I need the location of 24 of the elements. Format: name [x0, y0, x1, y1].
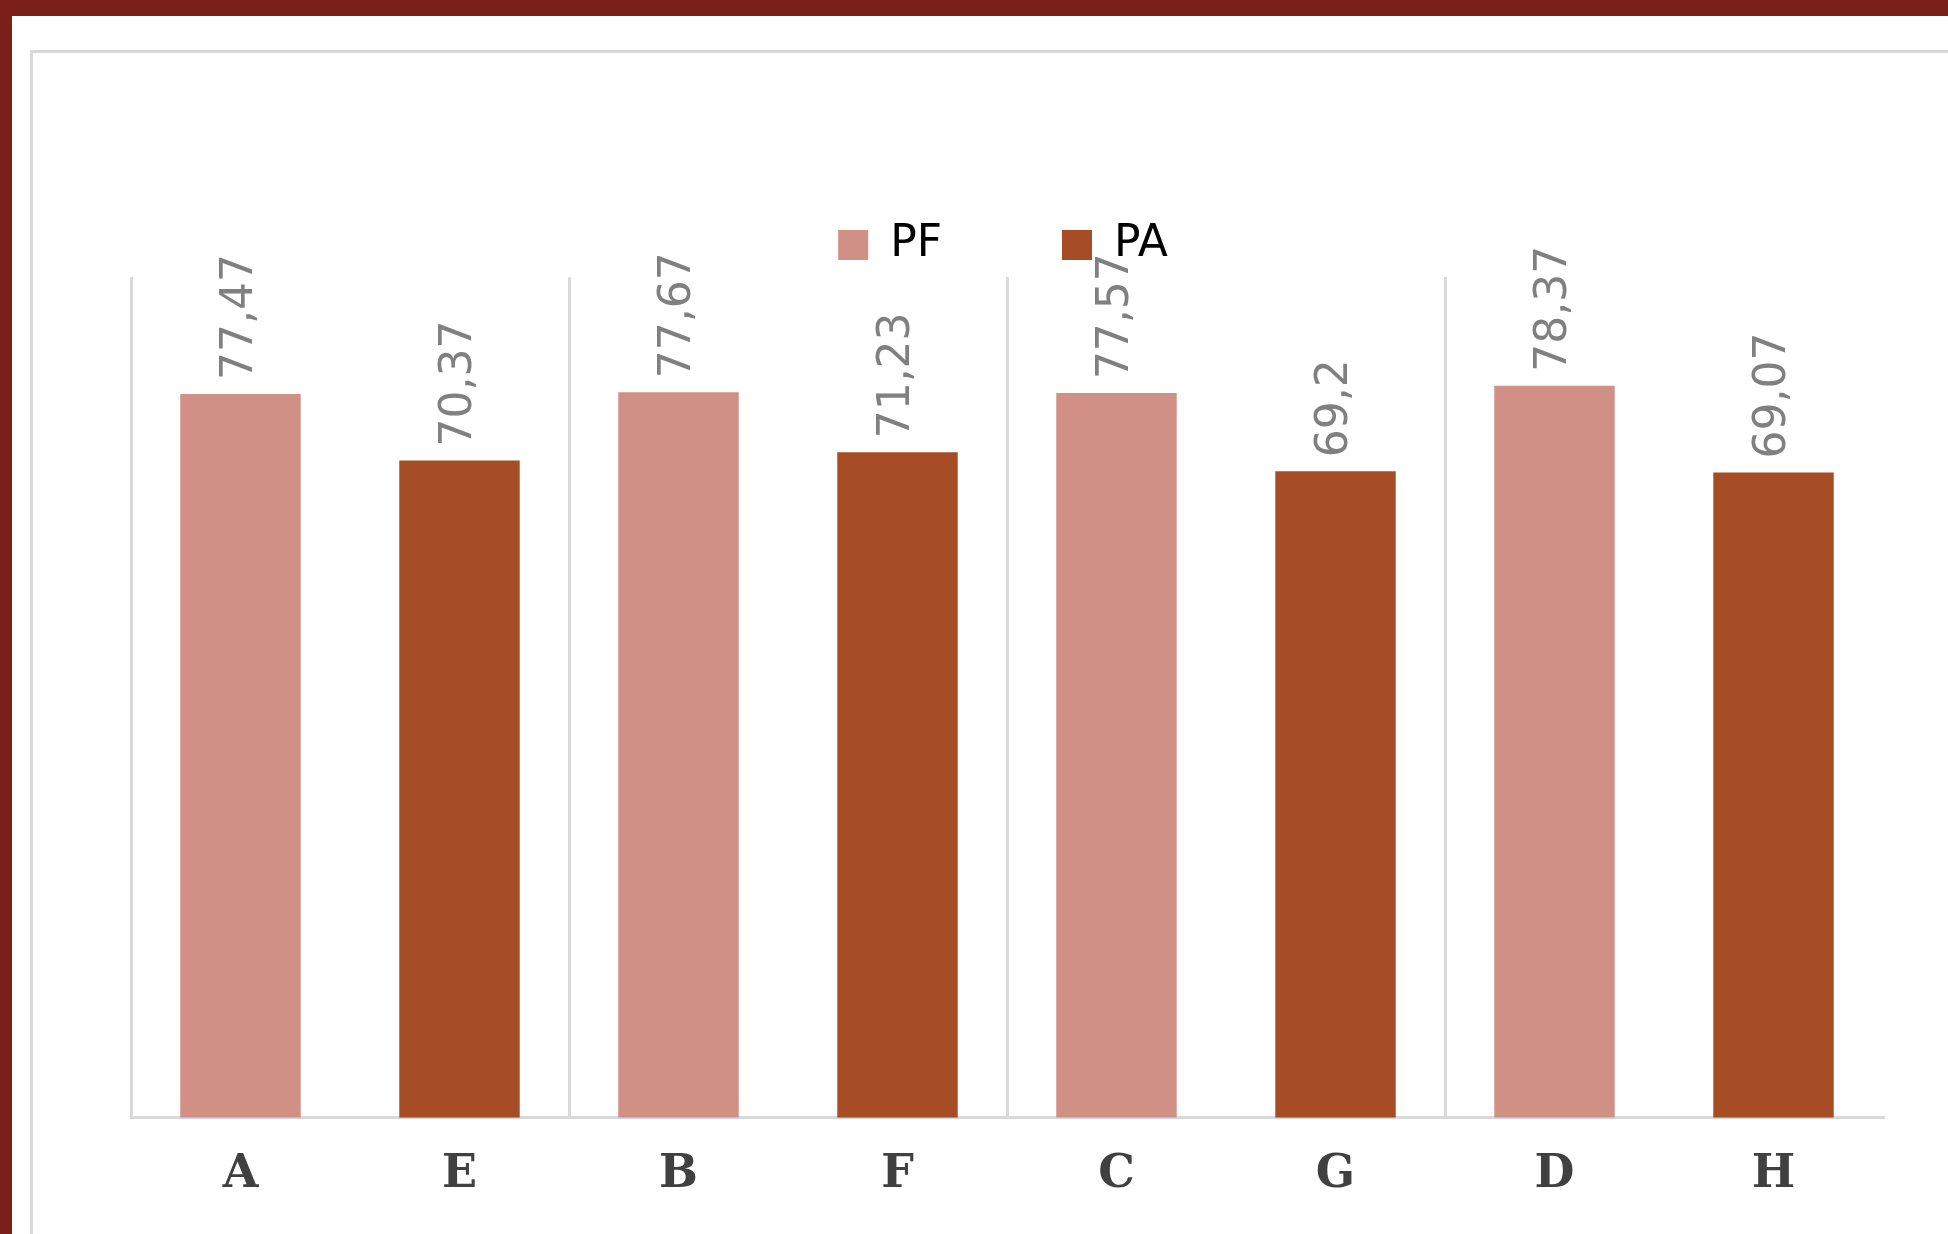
data-label: 78,37 [1524, 245, 1576, 372]
x-tick-label: A [221, 1144, 260, 1199]
data-label: 71,23 [867, 312, 919, 439]
data-label: 70,37 [429, 320, 481, 447]
x-tick-label: G [1315, 1144, 1356, 1199]
x-tick-label: F [881, 1144, 915, 1199]
x-tick-label: C [1098, 1144, 1135, 1199]
x-tick-label: H [1751, 1144, 1796, 1199]
bar [1713, 472, 1834, 1118]
legend-label: PF [890, 215, 943, 267]
data-label: 69,07 [1743, 332, 1795, 459]
bar [618, 392, 739, 1118]
bar [1056, 393, 1177, 1118]
x-tick-label: B [659, 1144, 698, 1199]
data-label: 69,2 [1305, 359, 1357, 458]
x-tick-label: E [441, 1144, 478, 1199]
bar [399, 460, 520, 1118]
bar [837, 452, 958, 1118]
x-tick-label: D [1534, 1144, 1575, 1199]
bar [180, 394, 301, 1118]
data-label: 77,67 [648, 252, 700, 379]
bar [1494, 385, 1615, 1118]
data-label: 77,47 [210, 254, 262, 381]
bar [1275, 471, 1396, 1118]
